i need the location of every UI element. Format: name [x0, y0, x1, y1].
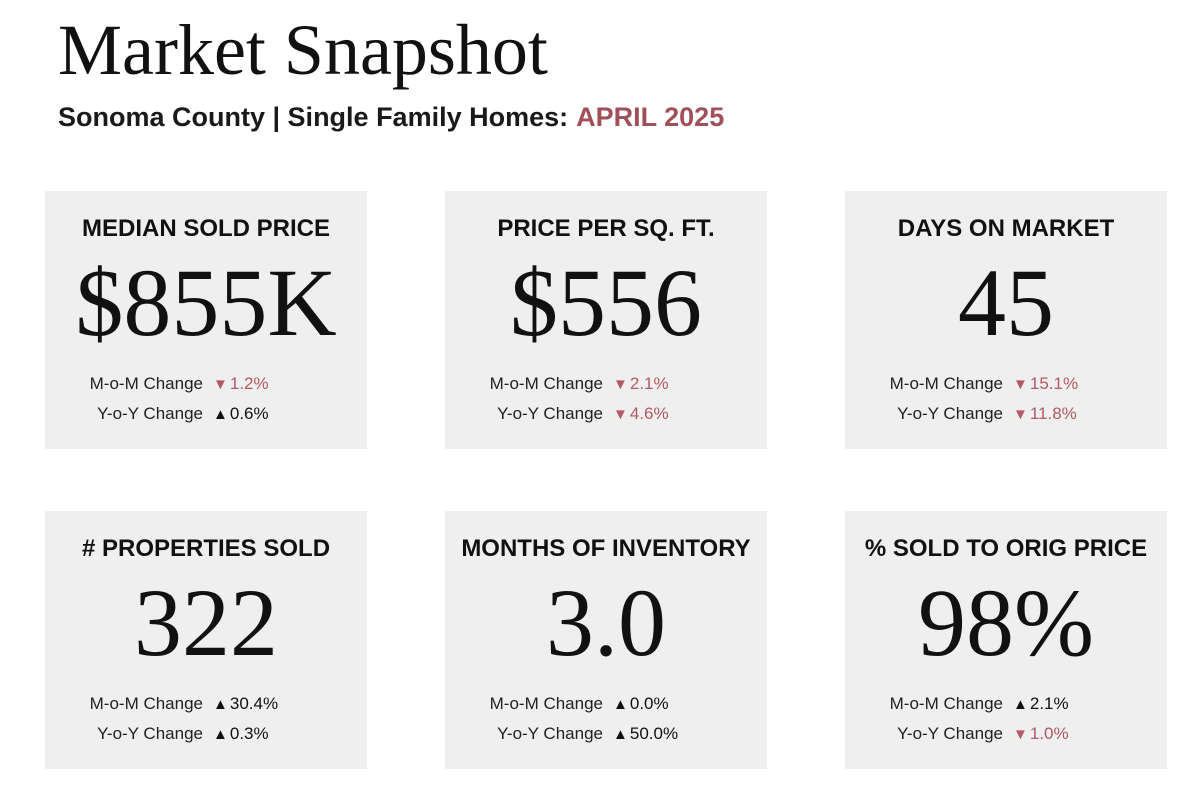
metric-label: DAYS ON MARKET [897, 215, 1115, 242]
mom-change-label: M-o-M Change [89, 694, 203, 713]
up-arrow-icon: ▲ [213, 696, 228, 713]
metric-label: PRICE PER SQ. FT. [497, 215, 715, 242]
mom-change-row: M-o-M Change ▼ 15.1% [845, 373, 1167, 396]
mom-change-row: M-o-M Change ▲ 2.1% [845, 693, 1167, 716]
metric-card-median-sold-price: MEDIAN SOLD PRICE $855K M-o-M Change ▼ 1.… [45, 191, 367, 449]
up-arrow-icon: ▲ [613, 726, 628, 743]
mom-change-label: M-o-M Change [889, 694, 1003, 713]
yoy-change-label: Y-o-Y Change [497, 404, 603, 423]
mom-change-row: M-o-M Change ▲ 30.4% [45, 693, 367, 716]
mom-change-row: M-o-M Change ▼ 1.2% [45, 373, 367, 396]
metric-value: $556 [510, 249, 702, 356]
mom-change-value: ▲ 0.0% [613, 693, 669, 716]
yoy-change-row: Y-o-Y Change ▼ 4.6% [445, 403, 767, 426]
metric-value: 322 [134, 569, 278, 676]
metric-value: 98% [918, 569, 1094, 676]
page-title: Market Snapshot [58, 10, 548, 90]
yoy-change-value: ▲ 50.0% [613, 723, 678, 746]
yoy-change-label: Y-o-Y Change [97, 724, 203, 743]
yoy-change-row: Y-o-Y Change ▲ 0.6% [45, 403, 367, 426]
yoy-change-label: Y-o-Y Change [497, 724, 603, 743]
yoy-change-value: ▼ 11.8% [1013, 403, 1077, 426]
metric-label: MEDIAN SOLD PRICE [81, 215, 330, 242]
mom-change-label: M-o-M Change [889, 374, 1003, 393]
metric-card-price-per-sqft: PRICE PER SQ. FT. $556 M-o-M Change ▼ 2.1… [445, 191, 767, 449]
up-arrow-icon: ▲ [613, 696, 628, 713]
yoy-change-row: Y-o-Y Change ▼ 1.0% [845, 723, 1167, 746]
metric-value: $855K [75, 249, 337, 356]
metric-label: % SOLD TO ORIG PRICE [864, 535, 1148, 562]
up-arrow-icon: ▲ [1013, 696, 1028, 713]
mom-change-label: M-o-M Change [489, 374, 603, 393]
yoy-change-value: ▼ 4.6% [613, 403, 669, 426]
mom-change-value: ▲ 30.4% [213, 693, 278, 716]
mom-change-value: ▼ 1.2% [213, 373, 269, 396]
report-date: APRIL 2025 [576, 102, 725, 132]
metric-card-properties-sold: # PROPERTIES SOLD 322 M-o-M Change ▲ 30.4… [45, 511, 367, 769]
mom-change-value: ▼ 2.1% [613, 373, 669, 396]
down-arrow-icon: ▼ [1013, 376, 1028, 393]
yoy-change-value: ▲ 0.3% [213, 723, 269, 746]
mom-change-row: M-o-M Change ▼ 2.1% [445, 373, 767, 396]
down-arrow-icon: ▼ [613, 376, 628, 393]
metric-card-days-on-market: DAYS ON MARKET 45 M-o-M Change ▼ 15.1% Y-… [845, 191, 1167, 449]
yoy-change-row: Y-o-Y Change ▲ 0.3% [45, 723, 367, 746]
up-arrow-icon: ▲ [213, 406, 228, 423]
yoy-change-value: ▲ 0.6% [213, 403, 269, 426]
mom-change-value: ▲ 2.1% [1013, 693, 1069, 716]
metric-card-sold-to-orig-price: % SOLD TO ORIG PRICE 98% M-o-M Change ▲ 2… [845, 511, 1167, 769]
down-arrow-icon: ▼ [1013, 726, 1028, 743]
yoy-change-row: Y-o-Y Change ▼ 11.8% [845, 403, 1167, 426]
mom-change-row: M-o-M Change ▲ 0.0% [445, 693, 767, 716]
yoy-change-row: Y-o-Y Change ▲ 50.0% [445, 723, 767, 746]
down-arrow-icon: ▼ [613, 406, 628, 423]
metric-label: MONTHS OF INVENTORY [461, 535, 751, 562]
yoy-change-value: ▼ 1.0% [1013, 723, 1069, 746]
mom-change-value: ▼ 15.1% [1013, 373, 1078, 396]
up-arrow-icon: ▲ [213, 726, 228, 743]
yoy-change-label: Y-o-Y Change [97, 404, 203, 423]
down-arrow-icon: ▼ [213, 376, 228, 393]
mom-change-label: M-o-M Change [89, 374, 203, 393]
metric-card-months-of-inventory: MONTHS OF INVENTORY 3.0 M-o-M Change ▲ 0.… [445, 511, 767, 769]
metric-value: 45 [958, 249, 1054, 356]
mom-change-label: M-o-M Change [489, 694, 603, 713]
page-subtitle: Sonoma County | Single Family Homes: APRI… [58, 100, 724, 134]
subtitle-region: Sonoma County | Single Family Homes: [58, 102, 569, 132]
yoy-change-label: Y-o-Y Change [897, 724, 1003, 743]
metric-value: 3.0 [546, 569, 666, 676]
yoy-change-label: Y-o-Y Change [897, 404, 1003, 423]
metric-label: # PROPERTIES SOLD [81, 535, 331, 562]
down-arrow-icon: ▼ [1013, 406, 1028, 423]
